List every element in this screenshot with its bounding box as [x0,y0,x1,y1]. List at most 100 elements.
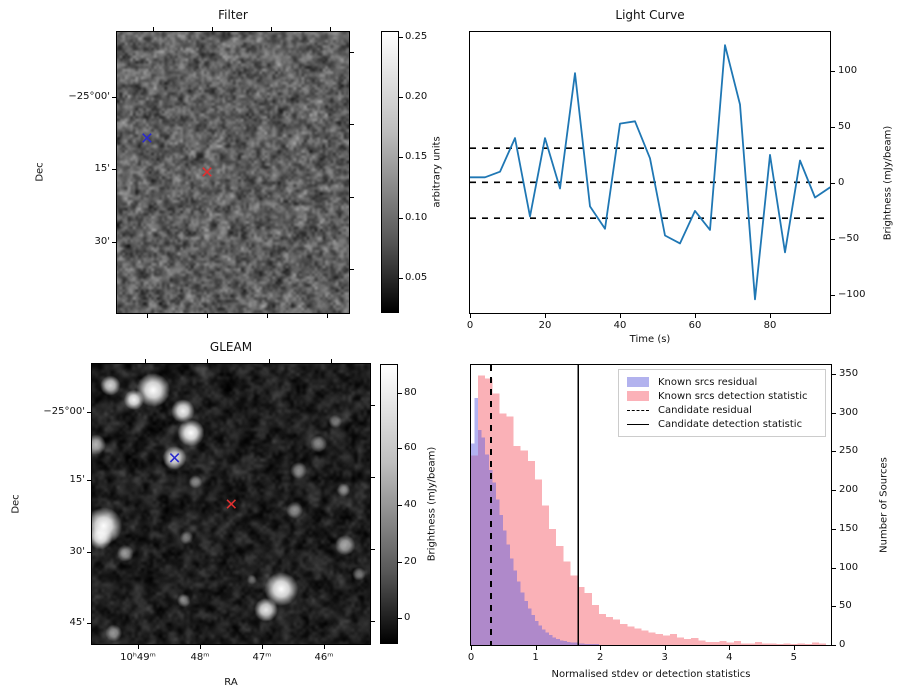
axis-tick [350,197,354,198]
axis-tick [695,314,696,318]
tick-label: 40 [613,320,627,331]
gleam-dec-axis-label: Dec [10,494,22,514]
tick-label: 250 [839,445,859,457]
tick-label: 200 [839,484,859,496]
axis-tick [371,405,375,406]
axis-tick [87,412,91,413]
axis-tick [664,646,666,650]
axis-tick [112,97,116,98]
axis-tick [600,646,602,650]
axis-tick [399,278,403,279]
axis-tick [399,218,403,219]
tick-label: 150 [839,522,859,534]
filter-noise-image [117,32,349,313]
axis-tick [398,505,402,506]
axis-tick [832,490,836,492]
legend-dashed-line-sample [627,409,649,411]
tick-label: 60 [404,442,417,453]
axis-tick [793,646,795,650]
tick-label: 4 [726,652,733,663]
gleam-title: GLEAM [209,340,253,354]
legend-label: Candidate residual [658,404,752,416]
axis-tick [471,646,472,650]
filter-image-panel [116,31,350,314]
axis-tick [350,124,354,125]
axis-tick [153,27,154,31]
tick-label: 60 [688,320,702,331]
axis-tick [729,646,731,650]
axis-tick [207,359,208,363]
histogram-svg [471,365,827,645]
gleam-colorbar [380,364,398,644]
tick-label: 5 [790,652,798,663]
axis-tick [398,618,402,619]
axis-tick [398,393,402,394]
tick-label: 0 [404,612,411,623]
tick-label: 10ʰ49ᵐ [120,652,156,663]
lightcurve-xlabel: Time (s) [629,334,671,345]
axis-tick [350,269,354,270]
axis-tick [262,645,263,649]
tick-label: 0.05 [405,272,428,283]
axis-tick [545,314,546,318]
gleam-markers-overlay [169,453,237,509]
tick-label: 0.20 [405,91,428,102]
axis-tick [324,645,325,649]
axis-tick [112,242,116,243]
lightcurve-ylabel: Brightness (mJy/beam) [882,125,894,241]
tick-label: 100 [839,561,859,573]
tick-label: 0 [839,639,846,650]
tick-label: 30' [69,546,85,557]
axis-tick [212,27,213,31]
tick-label: −100 [838,288,866,300]
tick-label: 30' [94,236,110,247]
tick-label: 15' [69,474,85,485]
axis-tick [145,359,146,363]
tick-label: 1 [532,652,539,663]
tick-label: 3 [661,652,668,663]
tick-label: 0.25 [405,31,428,42]
tick-label: 0 [838,176,845,188]
filter-title: Filter [218,8,248,22]
legend-label: Known srcs detection statistic [658,390,808,402]
tick-label: 15' [94,163,110,174]
histogram-ylabel: Number of Sources [878,457,890,553]
legend-swatch-known-srcs-residual [627,377,649,387]
filter-markers-overlay [142,133,212,177]
gleam-colorbar-label: Brightness (mJy/beam) [426,446,438,562]
axis-tick [399,157,403,158]
axis-tick [138,645,139,649]
axis-tick [87,552,91,553]
axis-tick [399,97,403,98]
legend-label: Known srcs residual [658,376,758,388]
tick-label: −25°00' [43,406,85,417]
lightcurve-title: Light Curve [615,8,685,22]
axis-tick [470,314,471,318]
tick-label: 350 [839,368,859,380]
axis-tick [399,37,403,38]
tick-label: 0.10 [405,212,428,223]
axis-tick [832,567,836,569]
axis-tick [831,126,835,128]
tick-label: 0 [467,652,475,663]
tick-label: 80 [763,320,777,331]
axis-tick [271,27,272,31]
tick-label: 47ᵐ [252,652,272,663]
axis-tick [620,314,621,318]
axis-tick [535,646,537,650]
tick-label: 40 [404,499,417,510]
tick-label: 50 [839,600,852,612]
lightcurve-svg [470,44,830,301]
tick-label: 300 [839,406,859,418]
filter-colorbar [381,31,399,313]
axis-tick [832,374,836,376]
histogram-legend: Known srcs residual Known srcs detection… [618,369,826,437]
tick-label: 0 [466,320,474,331]
tick-label: 20 [404,556,417,567]
axis-tick [87,623,91,624]
tick-label: 45' [69,617,85,628]
legend-item-known-srcs-residual: Known srcs residual [627,375,817,389]
axis-tick [350,52,354,53]
axis-tick [147,314,148,318]
